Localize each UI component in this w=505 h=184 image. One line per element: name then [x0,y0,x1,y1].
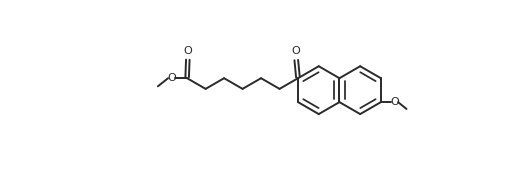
Text: O: O [183,46,192,56]
Text: O: O [167,73,176,83]
Text: O: O [390,97,399,107]
Text: O: O [292,46,300,56]
